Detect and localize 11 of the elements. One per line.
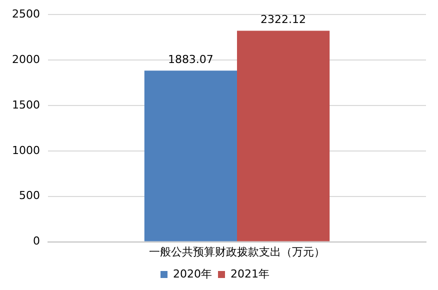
x-tick-label: 一般公共预算财政拨款支出（万元） <box>148 245 325 258</box>
y-tick-label: 2500 <box>12 7 40 20</box>
y-tick-label: 1500 <box>12 98 40 112</box>
y-tick-label: 2000 <box>12 52 40 66</box>
y-tick-label: 0 <box>32 234 40 248</box>
data-label: 1883.07 <box>168 53 214 66</box>
data-label: 2322.12 <box>260 13 306 26</box>
legend-label: 2021年 <box>230 267 270 280</box>
y-tick-label: 1000 <box>12 144 40 157</box>
legend-label: 2020年 <box>173 267 212 280</box>
y-tick-label: 500 <box>18 189 40 202</box>
